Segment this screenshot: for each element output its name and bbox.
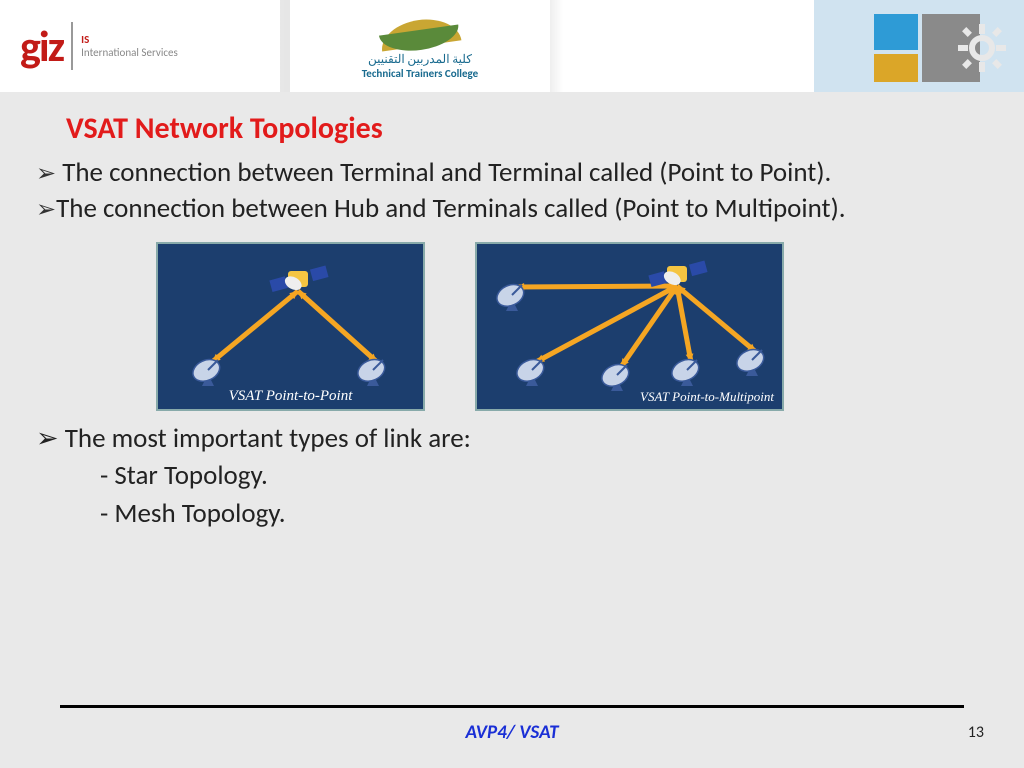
bullet-2: ➢The connection between Hub and Terminal… xyxy=(36,191,988,227)
bullet-2-text: The connection between Hub and Terminals… xyxy=(56,192,846,225)
sub-item-1: - Star Topology. xyxy=(100,457,988,495)
ttc-swoosh-icon xyxy=(375,12,465,50)
bullet-arrow-icon: ➢ xyxy=(36,159,56,188)
right-blocks-logo xyxy=(814,0,1024,92)
sub-item-2: - Mesh Topology. xyxy=(100,495,988,533)
bullet-3-text: The most important types of link are: xyxy=(65,422,471,455)
ttc-arabic-text: كلية المدربين التقنيين xyxy=(368,52,472,67)
ttc-english-text: Technical Trainers College xyxy=(362,67,478,80)
giz-separator xyxy=(71,22,73,70)
gear-icon xyxy=(958,24,1006,72)
sub-list: - Star Topology. - Mesh Topology. xyxy=(100,457,988,533)
page-number: 13 xyxy=(968,723,984,742)
block-blue xyxy=(874,14,918,50)
diagram-point-to-point: VSAT Point-to-Point xyxy=(156,242,425,411)
header-bar: giz IS International Services كلية المدر… xyxy=(0,0,1024,92)
bullet-list: ➢ The connection between Terminal and Te… xyxy=(36,155,988,228)
giz-subtitle: IS International Services xyxy=(81,33,178,59)
footer-text: AVP4/ VSAT xyxy=(0,721,1024,744)
ttc-logo: كلية المدربين التقنيين Technical Trainer… xyxy=(290,0,550,92)
slide-title: VSAT Network Topologies xyxy=(66,110,988,147)
bullet-1-text: The connection between Terminal and Term… xyxy=(62,156,831,189)
diagram-point-to-multipoint: VSAT Point-to-Multipoint xyxy=(475,242,784,411)
bullet-arrow-icon: ➢ xyxy=(36,422,59,455)
bullet-3-line: ➢ The most important types of link are: xyxy=(36,421,988,457)
diagram-row: VSAT Point-to-Point VSAT Point-to-Multip… xyxy=(156,242,988,411)
footer-rule xyxy=(60,705,964,708)
giz-wordmark: giz xyxy=(20,19,63,73)
bullet-arrow-icon: ➢ xyxy=(36,195,56,224)
bullet-1: ➢ The connection between Terminal and Te… xyxy=(36,155,988,191)
diagram1-caption: VSAT Point-to-Point xyxy=(229,388,353,405)
giz-logo: giz IS International Services xyxy=(0,0,280,92)
block-yellow xyxy=(874,54,918,82)
diagram2-caption: VSAT Point-to-Multipoint xyxy=(640,389,774,405)
slide-content: VSAT Network Topologies ➢ The connection… xyxy=(0,92,1024,533)
